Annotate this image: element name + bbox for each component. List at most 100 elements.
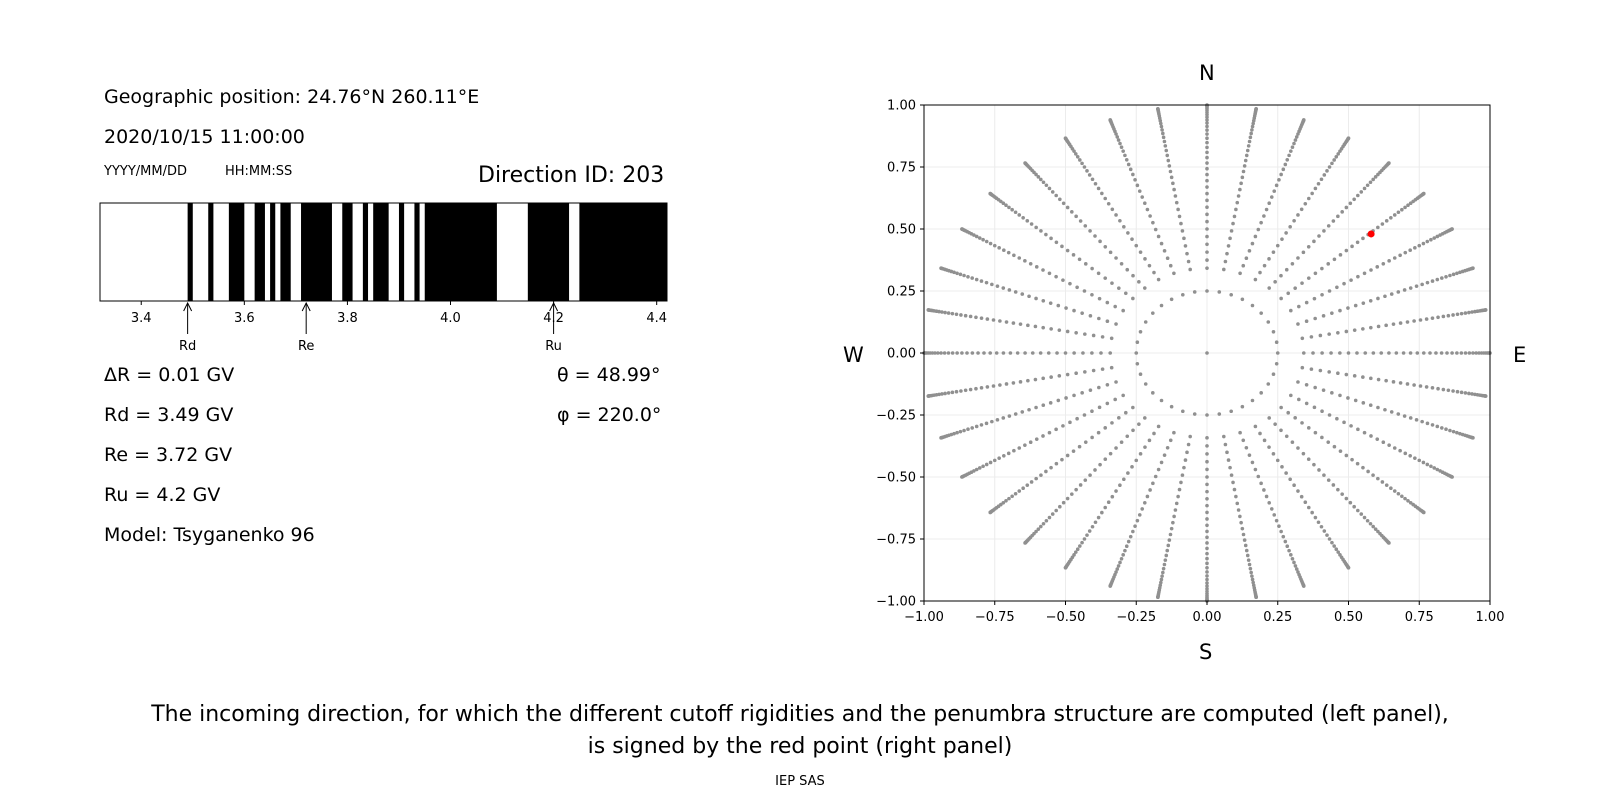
scatter-point-ray-33-25 <box>1435 467 1440 472</box>
scatter-point-ray-0-11 <box>1394 351 1399 355</box>
scatter-point-ray-22-3 <box>1110 421 1114 425</box>
scatter-point-ray-21-4 <box>1090 409 1094 414</box>
scatter-point-ray-34-35 <box>1471 436 1475 440</box>
scatter-point-ray-34-15 <box>1408 416 1413 420</box>
scatter-point-ray-8-17 <box>1244 153 1249 158</box>
scatter-point-ray-26-4 <box>1182 465 1186 470</box>
delta-r-value: ΔR = 0.01 GV <box>104 364 235 386</box>
scatter-point-ray-33-5 <box>1327 413 1332 417</box>
phi-value: φ = 220.0° <box>557 404 662 426</box>
scatter-point-ray-2-19 <box>1430 279 1435 283</box>
scatter-point-ring-11 <box>1181 292 1185 297</box>
scatter-point-ray-2-17 <box>1420 282 1424 287</box>
scatter-point-ray-18-16 <box>982 351 986 355</box>
scatter-point-ray-19-8 <box>1041 376 1045 381</box>
scatter-point-ray-15-23 <box>981 237 985 242</box>
scatter-point-ray-12-3 <box>1143 257 1147 261</box>
scatter-point-ray-25-23 <box>1116 564 1121 568</box>
scatter-point-ray-3-19 <box>1413 246 1417 250</box>
scatter-point-ray-31-17 <box>1352 504 1356 509</box>
scatter-point-ray-15-14 <box>1023 259 1027 263</box>
scatter-point-ray-9-22 <box>1205 128 1209 132</box>
scatter-point-ray-30-0 <box>1253 424 1258 429</box>
scatter-point-ray-22-11 <box>1060 457 1064 462</box>
scatter-point-ray-0-2 <box>1320 351 1324 355</box>
scatter-point-ring-6 <box>1240 297 1245 302</box>
scatter-point-ray-8-1 <box>1223 259 1228 264</box>
scatter-point-ray-7-0 <box>1238 271 1242 276</box>
scatter-point-ray-28-24 <box>1250 577 1255 582</box>
scatter-point-ray-23-23 <box>1039 524 1043 529</box>
scatter-point-ray-35-1 <box>1309 367 1314 371</box>
scatter-point-ray-22-20 <box>1017 489 1022 493</box>
scatter-point-ray-12-5 <box>1134 243 1139 248</box>
scatter-point-ray-33-4 <box>1320 409 1324 414</box>
scatter-point-ray-27-8 <box>1205 496 1209 501</box>
scatter-point-ray-11-14 <box>1133 178 1137 182</box>
scatter-point-ray-2-5 <box>1338 308 1342 313</box>
scatter-point-ray-0-9 <box>1379 351 1384 355</box>
scatter-point-ray-31-2 <box>1279 428 1283 433</box>
scatter-point-ray-25-6 <box>1153 474 1158 479</box>
scatter-point-ray-3-9 <box>1356 274 1360 279</box>
scatter-point-ray-30-16 <box>1316 520 1321 525</box>
scatter-point-ray-9-25 <box>1205 118 1209 122</box>
scatter-point-ray-35-17 <box>1430 386 1435 390</box>
scatter-point-ray-6-24 <box>1336 152 1340 156</box>
scatter-point-ray-1-23 <box>1459 311 1464 316</box>
scatter-point-ray-33-17 <box>1403 451 1408 456</box>
scatter-point-ray-33-14 <box>1387 443 1391 447</box>
scatter-point-ray-35-15 <box>1418 384 1423 388</box>
scatter-point-ray-21-13 <box>1028 440 1033 444</box>
scatter-point-ray-32-10 <box>1344 453 1349 458</box>
scatter-point-ray-32-16 <box>1376 476 1380 481</box>
scatter-point-ray-26-3 <box>1183 458 1188 462</box>
scatter-point-ray-8-3 <box>1226 244 1231 248</box>
scatter-point-ray-0-19 <box>1445 351 1449 355</box>
scatter-point-ray-7-12 <box>1272 189 1277 193</box>
x-tick-label-1: −0.75 <box>975 610 1015 625</box>
scatter-point-ray-3-16 <box>1398 253 1402 258</box>
scatter-point-ray-2-24 <box>1451 272 1456 277</box>
scatter-point-ray-26-7 <box>1177 487 1182 492</box>
scatter-point-ray-3-12 <box>1375 265 1380 269</box>
scatter-point-ray-27-6 <box>1205 482 1209 487</box>
caption-line-1: The incoming direction, for which the di… <box>151 702 1449 727</box>
scatter-point-ray-21-1 <box>1113 397 1117 402</box>
scatter-point-ray-26-16 <box>1166 543 1171 548</box>
scatter-point-ray-8-9 <box>1235 200 1240 205</box>
scatter-point-ring-9 <box>1205 289 1209 293</box>
scatter-point-ray-13-12 <box>1078 219 1083 223</box>
scatter-point-ray-10-19 <box>1163 144 1168 148</box>
scatter-point-ray-15-18 <box>1002 248 1006 252</box>
scatter-point-ray-18-4 <box>1072 351 1076 355</box>
scatter-point-ray-30-35 <box>1346 565 1351 570</box>
scatter-point-ray-23-6 <box>1108 451 1113 456</box>
scatter-point-ray-18-22 <box>950 351 955 355</box>
scatter-point-ray-18-12 <box>1008 351 1013 355</box>
scatter-point-ray-9-24 <box>1205 121 1209 125</box>
scatter-point-ray-27-25 <box>1205 584 1209 588</box>
scatter-point-ray-29-0 <box>1238 430 1242 435</box>
scatter-point-ray-4-6 <box>1320 266 1324 271</box>
scatter-point-ray-10-2 <box>1185 251 1189 256</box>
x-tick-label-8: 1.00 <box>1476 610 1505 625</box>
scatter-point-ray-21-19 <box>997 456 1001 460</box>
scatter-point-ray-27-20 <box>1205 565 1209 570</box>
scatter-point-ray-15-9 <box>1054 274 1058 279</box>
scatter-point-ray-10-15 <box>1167 164 1172 168</box>
scatter-point-ray-1-14 <box>1412 319 1416 323</box>
scatter-point-ray-32-13 <box>1361 465 1365 470</box>
scatter-point-ray-19-4 <box>1074 371 1078 376</box>
scatter-point-ray-19-6 <box>1057 374 1062 378</box>
scatter-point-ray-35-12 <box>1398 381 1403 385</box>
scatter-point-ray-4-13 <box>1361 236 1365 241</box>
scatter-ticks: −1.00 −0.75 −0.50 −0.25 0.00 0.25 0.50 0.75 1.00… <box>876 99 1504 626</box>
scatter-point-ray-32-0 <box>1279 405 1283 410</box>
scatter-point-ray-12-9 <box>1118 218 1122 223</box>
scatter-point-ray-0-15 <box>1421 351 1426 355</box>
scatter-point-ray-26-17 <box>1165 548 1170 553</box>
scatter-point-ray-19-3 <box>1083 370 1087 374</box>
scatter-point-ray-11-4 <box>1159 241 1164 246</box>
scatter-point-ray-7-23 <box>1293 138 1298 142</box>
